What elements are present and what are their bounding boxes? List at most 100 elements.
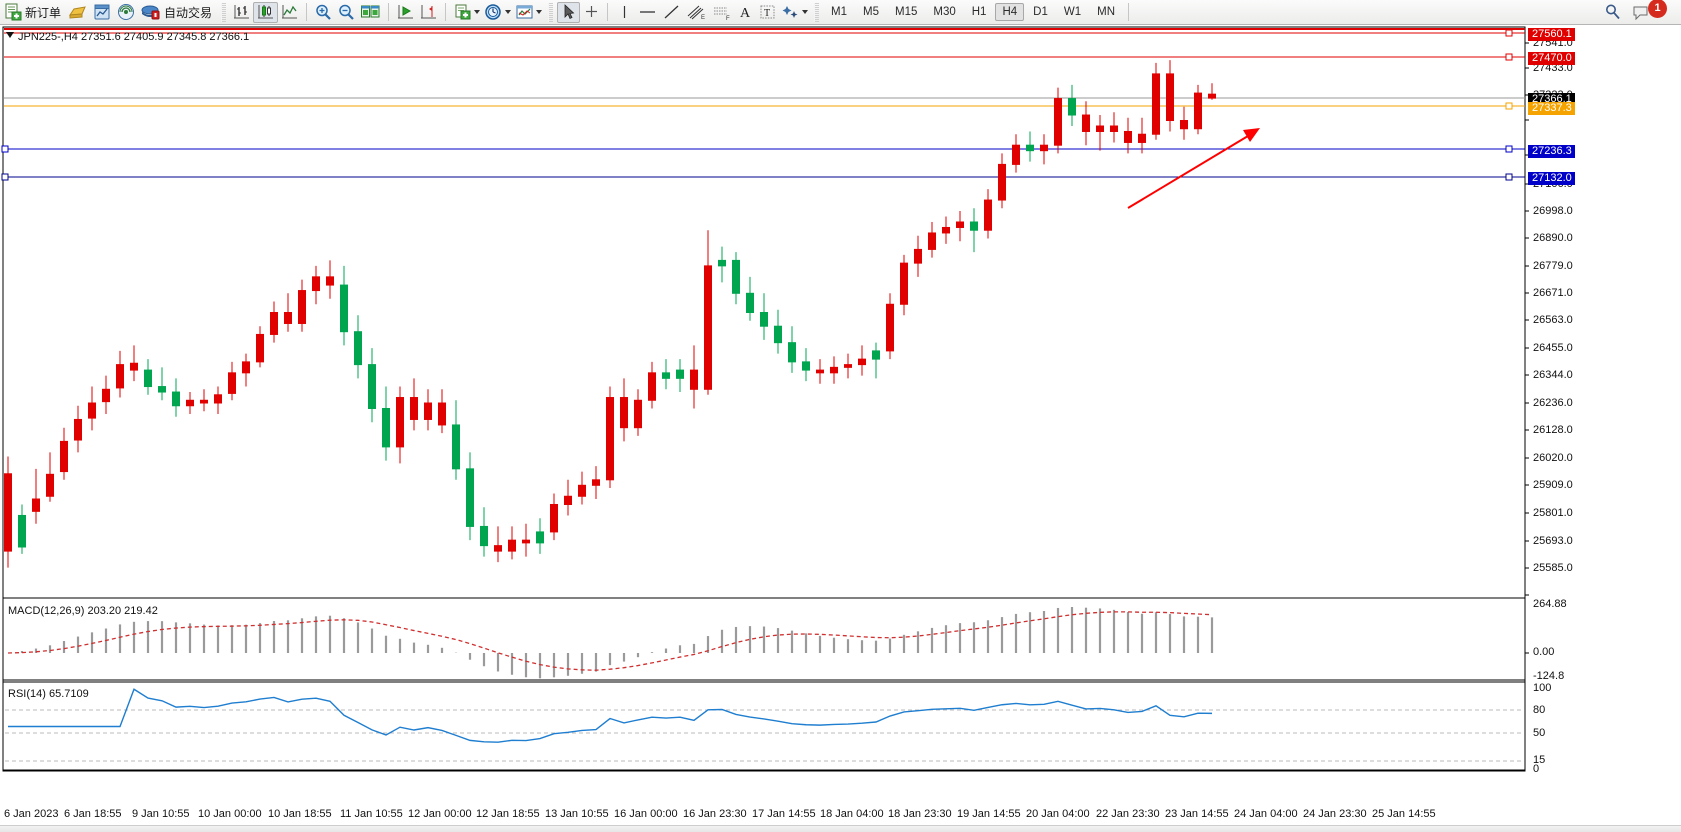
vertical-line-tool-button[interactable] — [613, 2, 635, 23]
price-tick-26020: 26020.0 — [1533, 452, 1573, 464]
toolbar-separator — [1128, 3, 1129, 21]
trend-arrow-annotation[interactable] — [1127, 128, 1260, 209]
crosshair-tool-button[interactable] — [580, 2, 602, 23]
price-tag-support-2[interactable]: 27132.0 — [1528, 172, 1575, 185]
time-label-8: 13 Jan 10:55 — [545, 808, 609, 820]
chart-canvas[interactable] — [0, 25, 1681, 832]
price-tick-26671: 26671.0 — [1533, 287, 1573, 299]
time-label-17: 23 Jan 14:55 — [1165, 808, 1229, 820]
chevron-down-icon — [536, 10, 543, 14]
time-label-16: 22 Jan 23:30 — [1096, 808, 1160, 820]
templates-icon — [516, 5, 533, 19]
indicators-dropdown-button[interactable] — [451, 2, 482, 23]
time-label-10: 16 Jan 23:30 — [683, 808, 747, 820]
timeframe-h1[interactable]: H1 — [971, 6, 987, 18]
price-tick-26998: 26998.0 — [1533, 205, 1573, 217]
price-tick-25585: 25585.0 — [1533, 562, 1573, 574]
crosshair-icon — [585, 6, 597, 17]
auto-trading-label: 自动交易 — [164, 5, 213, 20]
svg-text:E: E — [701, 15, 705, 21]
time-label-11: 17 Jan 14:55 — [752, 808, 816, 820]
cursor-tool-button[interactable] — [557, 1, 581, 23]
timeframe-h4[interactable]: H4 — [995, 3, 1025, 21]
horizontal-line-tool-button[interactable] — [635, 2, 660, 23]
notification-count-badge: 1 — [1648, 0, 1667, 18]
periods-dropdown-button[interactable] — [482, 2, 513, 23]
trendline-icon — [664, 5, 679, 19]
toolbar-separator — [306, 3, 308, 21]
text-tool-button[interactable]: A — [734, 2, 756, 23]
equidistant-channel-tool-button[interactable]: E — [683, 2, 709, 23]
fibonacci-tool-button[interactable]: F — [709, 2, 734, 23]
search-button[interactable] — [1602, 2, 1624, 23]
macd-series — [7, 607, 1214, 679]
notifications-button[interactable]: 1 — [1630, 0, 1673, 23]
toolbar-separator — [814, 2, 820, 22]
signal-button[interactable] — [114, 2, 138, 23]
price-tick-26344: 26344.0 — [1533, 369, 1573, 381]
rsi-tick-80: 80 — [1533, 704, 1546, 716]
expert-advisor-button[interactable]: 自动交易 — [138, 2, 217, 23]
horizontal-line-icon — [640, 11, 656, 13]
price-tag-support-1[interactable]: 27236.3 — [1528, 145, 1575, 158]
macd-tick-min: -124.8 — [1533, 670, 1565, 682]
timeframe-m5[interactable]: M5 — [863, 6, 879, 18]
price-tick-26236: 26236.0 — [1533, 397, 1573, 409]
candlestick-chart-icon — [258, 5, 274, 19]
bar-chart-button[interactable] — [230, 2, 253, 23]
status-bar — [0, 825, 1681, 832]
main-toolbar: 新订单 — [0, 0, 1681, 25]
trendline-tool-button[interactable] — [660, 2, 683, 23]
rsi-tick-15: 15 — [1533, 754, 1546, 766]
tile-windows-button[interactable] — [358, 2, 383, 23]
templates-dropdown-button[interactable] — [513, 2, 544, 23]
time-label-20: 25 Jan 14:55 — [1372, 808, 1436, 820]
price-tick-26128: 26128.0 — [1533, 424, 1573, 436]
macd-tick-zero: 0.00 — [1533, 646, 1555, 658]
new-order-button[interactable]: 新订单 — [2, 2, 66, 23]
vertical-line-icon — [623, 6, 625, 18]
price-tag-resistance-1[interactable]: 27470.0 — [1528, 52, 1575, 65]
timeframe-m1[interactable]: M1 — [831, 6, 848, 18]
chart-area[interactable]: JPN225-,H4 27351.6 27405.9 27345.8 27366… — [0, 25, 1681, 832]
timeframe-m15[interactable]: M15 — [895, 6, 918, 18]
zoom-in-button[interactable] — [312, 2, 335, 23]
time-label-3: 10 Jan 00:00 — [198, 808, 262, 820]
price-tick-25801: 25801.0 — [1533, 507, 1573, 519]
gold-bar-button[interactable] — [66, 2, 90, 23]
time-label-12: 18 Jan 04:00 — [820, 808, 884, 820]
macd-indicator-label: MACD(12,26,9) 203.20 219.42 — [8, 605, 158, 617]
chart-shift-button[interactable] — [417, 2, 440, 23]
zoom-out-button[interactable] — [335, 2, 358, 23]
price-tag-pivot[interactable]: 27337.3 — [1528, 102, 1575, 115]
terminal-window-button[interactable] — [90, 2, 114, 23]
text-icon: A — [740, 6, 751, 21]
time-label-1: 6 Jan 18:55 — [64, 808, 122, 820]
auto-scroll-button[interactable] — [394, 2, 417, 23]
price-tick-26890: 26890.0 — [1533, 232, 1573, 244]
timeframe-w1[interactable]: W1 — [1063, 6, 1082, 18]
time-label-15: 20 Jan 04:00 — [1026, 808, 1090, 820]
new-order-icon — [5, 3, 22, 21]
svg-text:F: F — [726, 16, 730, 21]
chart-collapse-arrow-icon[interactable] — [6, 32, 14, 38]
tile-windows-icon — [361, 5, 380, 18]
time-label-13: 18 Jan 23:30 — [888, 808, 952, 820]
timeframe-d1[interactable]: D1 — [1033, 6, 1048, 18]
text-label-tool-button[interactable]: T — [756, 2, 779, 23]
gold-bar-icon — [69, 6, 86, 19]
zoom-in-icon — [316, 4, 331, 20]
objects-dropdown-button[interactable] — [779, 2, 810, 23]
toolbar-separator — [445, 3, 447, 21]
timeframe-mn[interactable]: MN — [1097, 6, 1115, 18]
candlestick-chart-button[interactable] — [253, 1, 279, 23]
time-label-7: 12 Jan 18:55 — [476, 808, 540, 820]
timeframe-m30[interactable]: M30 — [933, 6, 956, 18]
line-chart-button[interactable] — [278, 2, 301, 23]
price-tick-26779: 26779.0 — [1533, 260, 1573, 272]
time-label-2: 9 Jan 10:55 — [132, 808, 190, 820]
price-tick-27433: 27433.0 — [1533, 62, 1573, 74]
toolbar-separator — [607, 3, 609, 21]
price-tag-resistance-2[interactable]: 27560.1 — [1528, 28, 1575, 41]
zoom-out-icon — [339, 4, 354, 20]
